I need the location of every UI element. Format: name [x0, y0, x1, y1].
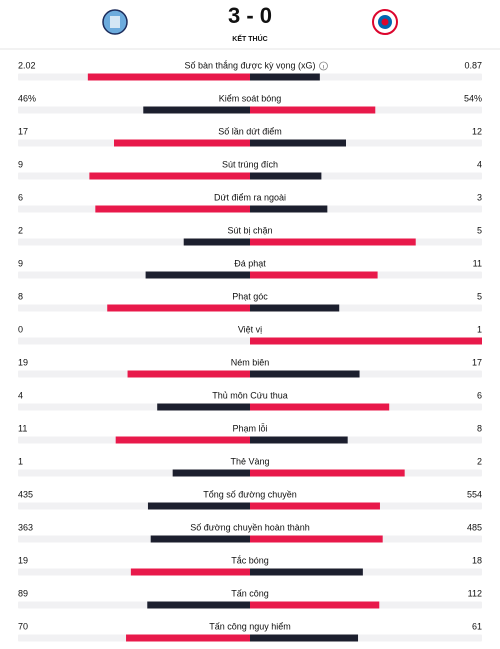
home-bar	[87, 73, 251, 81]
stat-label: Số đường chuyền hoàn thành	[190, 522, 310, 532]
away-bar	[250, 403, 390, 411]
away-value: 54%	[464, 93, 482, 103]
away-value: 5	[477, 291, 482, 301]
stat-label: Ném biên	[231, 357, 270, 367]
home-bar	[126, 634, 250, 642]
home-bar	[147, 601, 250, 609]
home-value: 0	[18, 324, 23, 334]
home-bar	[127, 370, 250, 378]
home-value: 11	[18, 423, 27, 433]
stat-label: Sút trúng đích	[222, 159, 278, 169]
stat-label: Phạm lỗi	[232, 423, 267, 433]
stat-label: Thủ môn Cứu thua	[212, 390, 288, 400]
away-bar	[250, 601, 380, 609]
away-value: 0.87	[464, 60, 482, 70]
stat-label: Sút bị chặn	[227, 225, 272, 235]
away-bar	[250, 436, 348, 444]
away-bar	[250, 238, 416, 246]
away-value: 112	[468, 588, 482, 598]
away-bar	[250, 568, 363, 576]
away-bar	[250, 370, 360, 378]
home-bar	[145, 271, 250, 279]
home-value: 17	[18, 126, 28, 136]
home-value: 363	[18, 522, 33, 532]
home-value: 19	[18, 357, 28, 367]
stat-label: Tắc bóng	[231, 555, 269, 565]
home-bar	[115, 436, 251, 444]
home-bar	[147, 502, 250, 510]
home-value: 8	[18, 291, 23, 301]
home-bar	[150, 535, 250, 543]
away-value: 6	[477, 390, 482, 400]
home-bar	[107, 304, 250, 312]
away-value: 554	[467, 489, 482, 499]
home-bar	[157, 403, 250, 411]
home-value: 435	[18, 489, 33, 499]
away-bar	[250, 205, 328, 213]
home-value: 89	[18, 588, 28, 598]
away-bar	[250, 502, 380, 510]
stat-label: Kiểm soát bóng	[219, 93, 282, 103]
stat-label: Phạt góc	[232, 291, 268, 301]
away-bar	[250, 469, 405, 477]
away-value: 8	[477, 423, 482, 433]
home-value: 2.02	[18, 60, 36, 70]
away-value: 2	[477, 456, 482, 466]
away-value: 1	[477, 324, 482, 334]
away-bar	[250, 634, 359, 642]
home-value: 6	[18, 192, 23, 202]
home-value: 9	[18, 258, 23, 268]
away-value: 18	[472, 555, 482, 565]
away-value: 4	[477, 159, 482, 169]
home-bar	[183, 238, 250, 246]
home-bar	[95, 205, 250, 213]
home-bar	[172, 469, 250, 477]
away-bar	[250, 172, 322, 180]
home-bar	[114, 139, 250, 147]
home-value: 19	[18, 555, 28, 565]
score: 3 - 0	[228, 3, 272, 28]
away-bar	[250, 337, 482, 345]
home-value: 1	[18, 456, 23, 466]
away-value: 17	[472, 357, 482, 367]
home-value: 4	[18, 390, 23, 400]
stat-label: Tấn công	[231, 588, 269, 598]
stat-label: Thẻ Vàng	[230, 456, 269, 466]
away-logo	[372, 9, 398, 35]
home-value: 70	[18, 621, 28, 631]
away-bar	[250, 73, 320, 81]
match-status: KẾT THÚC	[232, 33, 267, 43]
away-bar	[250, 304, 340, 312]
stat-label: Số lần dứt điểm	[218, 126, 282, 136]
stat-label: Tổng số đường chuyền	[203, 489, 297, 499]
away-value: 485	[467, 522, 482, 532]
home-bar	[130, 568, 250, 576]
away-bar	[250, 271, 378, 279]
stat-label: Việt vị	[238, 324, 262, 334]
away-value: 61	[472, 621, 482, 631]
away-bar	[250, 106, 376, 114]
away-bar	[250, 535, 383, 543]
home-value: 46%	[18, 93, 36, 103]
info-icon	[319, 61, 328, 71]
away-value: 11	[473, 258, 482, 268]
away-value: 5	[477, 225, 482, 235]
home-logo	[102, 9, 128, 35]
away-value: 3	[477, 192, 482, 202]
stat-label: Số bàn thắng được kỳ vọng (xG)	[185, 60, 316, 70]
away-bar	[250, 139, 346, 147]
home-bar	[143, 106, 250, 114]
stat-label: Đá phạt	[234, 258, 266, 268]
home-value: 2	[18, 225, 23, 235]
stat-label: Dứt điểm ra ngoài	[214, 192, 286, 202]
away-value: 12	[472, 126, 482, 136]
home-bar	[89, 172, 250, 180]
home-value: 9	[18, 159, 23, 169]
stat-label: Tấn công nguy hiểm	[209, 621, 291, 631]
